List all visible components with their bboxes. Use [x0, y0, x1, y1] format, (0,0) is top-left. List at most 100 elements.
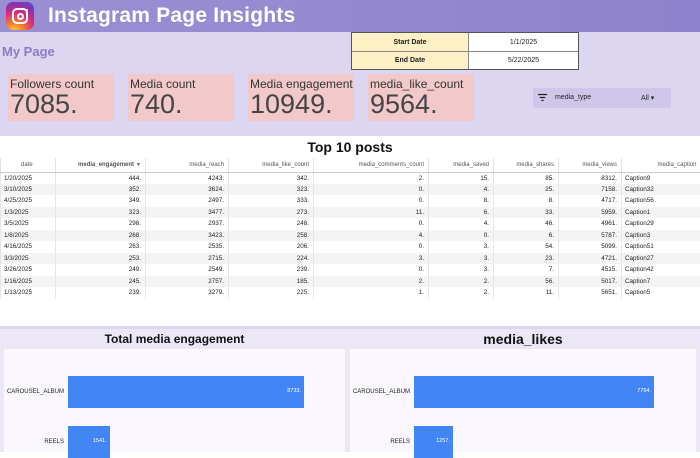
- table-cell-media-shares: 33.: [494, 207, 559, 219]
- table-cell-media-comments-count: 0.: [314, 264, 429, 276]
- column-header-media-comments-count[interactable]: media_comments_count: [314, 158, 429, 172]
- table-cell-media-views: 5651.: [559, 287, 622, 299]
- column-header-media-reach[interactable]: media_reach: [146, 158, 229, 172]
- table-cell-media-views: 4515.: [559, 264, 622, 276]
- bar-carousel-album[interactable]: 8733.: [68, 376, 304, 408]
- table-cell-media-views: 4961.: [559, 218, 622, 230]
- filter-icon: [538, 93, 547, 102]
- column-header-label: media_engagement: [78, 162, 134, 168]
- table-cell-media-saved: 3.: [429, 264, 494, 276]
- start-date-row[interactable]: Start Date 1/1/2025: [352, 33, 578, 51]
- column-header-date[interactable]: date: [1, 158, 56, 172]
- table-cell-media-comments-count: 3.: [314, 253, 429, 265]
- table-cell-date: 1/8/2025: [1, 230, 56, 242]
- header-zone: My Page Start Date 1/1/2025 End Date 5/2…: [0, 32, 700, 136]
- table-cell-media-views: 5959.: [559, 207, 622, 219]
- bar-carousel-album[interactable]: 7764.: [414, 376, 654, 408]
- end-date-row[interactable]: End Date 5/22/2025: [352, 51, 578, 69]
- table-cell-media-comments-count: 0.: [314, 218, 429, 230]
- table-cell-media-saved: 3.: [429, 253, 494, 265]
- page-subtitle: My Page: [2, 44, 55, 59]
- table-cell-media-caption: Caption32: [622, 184, 700, 196]
- table-cell-media-reach: 2549.: [146, 264, 229, 276]
- table-cell-media-like-count: 206.: [229, 241, 314, 253]
- table-cell-media-caption: Caption42: [622, 264, 700, 276]
- table-cell-media-shares: 54.: [494, 241, 559, 253]
- kpi-value: 10949.: [250, 91, 354, 118]
- table-cell-media-engagement: 352.: [56, 184, 146, 196]
- table-cell-date: 1/16/2025: [1, 276, 56, 288]
- table-cell-media-like-count: 239.: [229, 264, 314, 276]
- table-cell-media-reach: 2757.: [146, 276, 229, 288]
- kpi-followers-count: Followers count 7085.: [8, 74, 114, 121]
- column-header-media-like-count[interactable]: media_like_count: [229, 158, 314, 172]
- table-cell-media-comments-count: 1.: [314, 287, 429, 299]
- table-cell-media-engagement: 268.: [56, 230, 146, 242]
- table-cell-media-saved: 6.: [429, 207, 494, 219]
- table-cell-date: 1/13/2025: [1, 287, 56, 299]
- table-cell-date: 3/10/2025: [1, 184, 56, 196]
- table-cell-media-caption: Caption9: [622, 172, 700, 184]
- media-type-filter[interactable]: media_type All ▾: [533, 88, 671, 108]
- table-cell-media-engagement: 444.: [56, 172, 146, 184]
- table-cell-media-views: 4717.: [559, 195, 622, 207]
- date-range-control[interactable]: Start Date 1/1/2025 End Date 5/22/2025: [351, 32, 579, 70]
- table-cell-media-comments-count: 0.: [314, 184, 429, 196]
- table-cell-media-caption: Caption3: [622, 230, 700, 242]
- bar-value-label: 8733.: [287, 388, 301, 394]
- bar-reels[interactable]: 1257.: [414, 426, 453, 458]
- table-cell-media-saved: 2.: [429, 287, 494, 299]
- table-cell-media-shares: 56.: [494, 276, 559, 288]
- table-cell-media-engagement: 323.: [56, 207, 146, 219]
- top-posts-table: date media_engagement▼ media_reach media…: [0, 158, 700, 299]
- table-cell-media-comments-count: 2.: [314, 172, 429, 184]
- category-label: REELS: [330, 439, 410, 445]
- start-date-value[interactable]: 1/1/2025: [469, 33, 578, 51]
- table-cell-media-comments-count: 2.: [314, 276, 429, 288]
- bar-reels[interactable]: 1541.: [68, 426, 110, 458]
- table-cell-media-like-count: 323.: [229, 184, 314, 196]
- filter-value-dropdown[interactable]: All ▾: [641, 94, 654, 102]
- instagram-icon: [6, 2, 34, 30]
- table-cell-media-views: 5017.: [559, 276, 622, 288]
- column-header-media-shares[interactable]: media_shares: [494, 158, 559, 172]
- table-cell-media-views: 5787.: [559, 230, 622, 242]
- column-header-media-caption[interactable]: media_caption: [622, 158, 700, 172]
- table-cell-media-reach: 2497.: [146, 195, 229, 207]
- page-title: Instagram Page Insights: [48, 4, 295, 28]
- column-header-media-views[interactable]: media_views: [559, 158, 622, 172]
- table-cell-media-like-count: 185.: [229, 276, 314, 288]
- start-date-label: Start Date: [352, 33, 469, 51]
- table-cell-media-reach: 3279.: [146, 287, 229, 299]
- sort-desc-icon: ▼: [136, 162, 141, 168]
- kpi-value: 740.: [130, 91, 234, 118]
- bar-value-label: 1257.: [436, 438, 450, 444]
- table-header-row: date media_engagement▼ media_reach media…: [1, 158, 700, 172]
- column-header-media-engagement[interactable]: media_engagement▼: [56, 158, 146, 172]
- kpi-media-count: Media count 740.: [128, 74, 234, 121]
- table-cell-media-engagement: 349.: [56, 195, 146, 207]
- end-date-value[interactable]: 5/22/2025: [469, 52, 578, 69]
- table-cell-media-reach: 4243.: [146, 172, 229, 184]
- chart-title: media_likes: [350, 331, 696, 347]
- column-header-media-saved[interactable]: media_saved: [429, 158, 494, 172]
- table-cell-media-reach: 3624.: [146, 184, 229, 196]
- table-cell-media-saved: 4.: [429, 184, 494, 196]
- table-cell-media-shares: 85.: [494, 172, 559, 184]
- table-cell-date: 1/3/2025: [1, 207, 56, 219]
- table-cell-date: 3/26/2025: [1, 264, 56, 276]
- table-cell-media-like-count: 342.: [229, 172, 314, 184]
- table-cell-media-reach: 2937.: [146, 218, 229, 230]
